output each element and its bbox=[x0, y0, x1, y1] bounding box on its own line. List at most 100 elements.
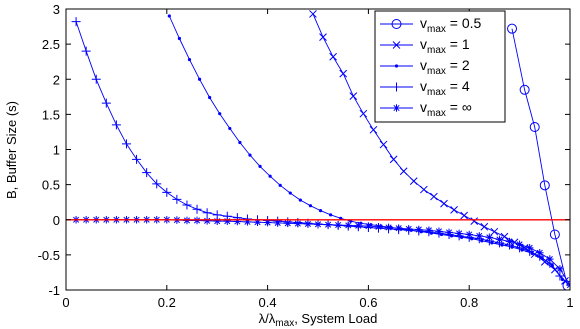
y-tick-label: -1 bbox=[48, 283, 60, 298]
data-point bbox=[278, 183, 282, 187]
data-point bbox=[162, 187, 172, 197]
data-point bbox=[329, 213, 333, 217]
data-point bbox=[359, 109, 368, 118]
data-point bbox=[71, 17, 81, 27]
data-point bbox=[394, 224, 403, 232]
data-point bbox=[384, 223, 393, 232]
data-point bbox=[329, 52, 337, 61]
data-point bbox=[121, 139, 131, 149]
x-label-sub: max bbox=[275, 318, 294, 329]
data-point bbox=[223, 217, 232, 225]
data-point bbox=[172, 194, 182, 204]
legend-marker bbox=[392, 82, 401, 92]
data-point bbox=[268, 174, 272, 178]
x-label-rest: , System Load bbox=[294, 311, 377, 326]
data-point bbox=[318, 209, 323, 213]
data-point bbox=[470, 217, 479, 226]
data-point bbox=[525, 244, 534, 252]
x-label-main: λ/λ bbox=[259, 311, 276, 326]
legend-item: vmax = 1 bbox=[380, 36, 470, 56]
data-point bbox=[248, 153, 252, 157]
data-point bbox=[177, 36, 181, 41]
data-point bbox=[288, 191, 292, 195]
legend-item: vmax = 2 bbox=[380, 57, 470, 77]
data-point bbox=[535, 248, 544, 257]
data-point bbox=[465, 230, 473, 239]
data-point bbox=[228, 126, 232, 131]
data-point bbox=[529, 122, 540, 133]
data-point bbox=[192, 204, 202, 214]
data-point bbox=[480, 239, 484, 243]
y-tick-label: -0.5 bbox=[38, 248, 60, 263]
legend-label: vmax = 0.5 bbox=[420, 15, 482, 35]
x-tick-label: 0.8 bbox=[460, 295, 478, 310]
data-point bbox=[425, 226, 433, 235]
data-point bbox=[193, 216, 201, 225]
data-point bbox=[560, 277, 565, 282]
series-line bbox=[312, 13, 566, 282]
x-axis-label: λ/λmax, System Load bbox=[259, 311, 378, 329]
y-axis-label: B, Buffer Size (s) bbox=[4, 101, 19, 199]
data-point bbox=[344, 221, 353, 230]
data-point bbox=[183, 216, 191, 225]
data-point bbox=[475, 232, 484, 240]
data-point bbox=[369, 125, 378, 134]
data-point bbox=[339, 216, 343, 220]
data-point bbox=[389, 155, 398, 164]
data-point bbox=[132, 154, 142, 164]
legend-marker bbox=[392, 104, 401, 112]
data-point bbox=[101, 98, 111, 108]
legend-item: vmax = 4 bbox=[380, 78, 470, 98]
data-point bbox=[379, 140, 388, 149]
data-point bbox=[354, 221, 363, 230]
data-point bbox=[167, 14, 171, 18]
data-point bbox=[549, 229, 560, 240]
data-point bbox=[91, 74, 101, 84]
data-point bbox=[152, 179, 162, 189]
y-tick-label: 1.5 bbox=[42, 107, 60, 122]
data-point bbox=[81, 46, 91, 56]
data-point bbox=[556, 265, 564, 273]
data-point bbox=[233, 217, 242, 226]
x-tick-label: 0.6 bbox=[359, 295, 377, 310]
data-point bbox=[319, 33, 327, 41]
data-point bbox=[298, 198, 302, 202]
data-point bbox=[500, 243, 504, 247]
data-point bbox=[238, 140, 242, 145]
data-point bbox=[515, 240, 524, 249]
legend-item: vmax = ∞ bbox=[380, 99, 472, 119]
data-point bbox=[304, 220, 312, 228]
data-point bbox=[490, 227, 499, 236]
data-point bbox=[419, 185, 428, 194]
data-point bbox=[187, 57, 192, 62]
y-tick-label: 1 bbox=[53, 143, 60, 158]
data-point bbox=[258, 164, 262, 168]
legend-label: vmax = 4 bbox=[420, 78, 470, 98]
data-point bbox=[374, 222, 383, 231]
data-point bbox=[507, 23, 518, 34]
data-point bbox=[455, 229, 463, 238]
data-point bbox=[460, 211, 469, 220]
data-point bbox=[213, 217, 221, 225]
data-point bbox=[263, 218, 272, 227]
legend-marker bbox=[391, 19, 402, 29]
data-point bbox=[283, 219, 292, 228]
data-point bbox=[505, 237, 514, 246]
data-point bbox=[309, 10, 317, 18]
legend-item: vmax = 0.5 bbox=[380, 15, 482, 35]
data-point bbox=[364, 222, 373, 230]
data-point bbox=[324, 220, 332, 229]
data-point bbox=[218, 112, 222, 116]
data-point bbox=[111, 120, 121, 130]
data-point bbox=[253, 218, 262, 227]
y-tick-label: 0 bbox=[53, 213, 60, 228]
data-point bbox=[450, 206, 458, 214]
data-point bbox=[349, 92, 358, 100]
data-point bbox=[435, 227, 443, 236]
x-tick-label: 1 bbox=[566, 295, 573, 310]
data-point bbox=[273, 219, 282, 227]
y-tick-label: 0.5 bbox=[42, 178, 60, 193]
data-point bbox=[142, 168, 152, 178]
